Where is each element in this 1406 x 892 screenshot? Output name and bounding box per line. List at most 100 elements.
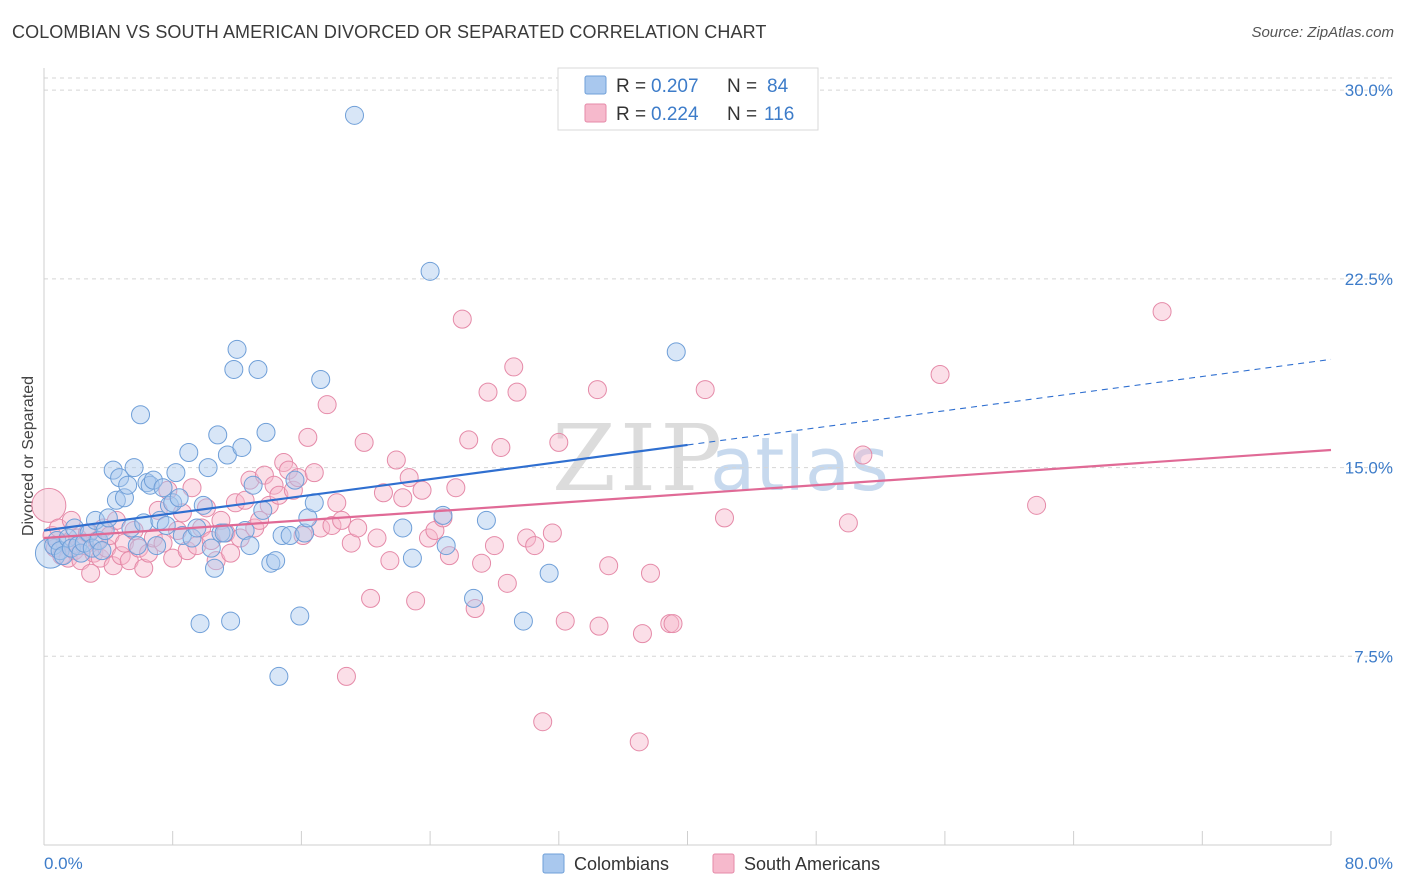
- south-americans-point: [472, 553, 492, 573]
- colombians-point: [193, 495, 213, 515]
- south-americans-point: [380, 551, 400, 571]
- colombians-point: [131, 405, 151, 425]
- colombians-point: [464, 588, 484, 608]
- colombians-point: [98, 508, 118, 528]
- south-americans-point: [599, 556, 619, 576]
- colombians-point: [143, 470, 163, 490]
- south-americans-point: [491, 437, 511, 457]
- legend-r-label-1: R =: [616, 76, 646, 97]
- south-americans-point: [507, 382, 527, 402]
- bottom-legend-swatch-colombians: [542, 853, 565, 874]
- south-americans-point: [354, 432, 374, 452]
- south-americans-point: [1027, 495, 1047, 515]
- south-americans-point: [497, 573, 517, 593]
- colombians-point: [280, 526, 300, 546]
- south-americans-point: [327, 493, 347, 513]
- y-tick-label-1: 15.0%: [1345, 459, 1393, 478]
- colombians-point: [198, 458, 218, 478]
- colombians-point: [92, 541, 112, 561]
- colombians-point: [269, 666, 289, 686]
- colombians-point: [118, 475, 138, 495]
- south-americans-point: [1152, 302, 1172, 322]
- colombians-point: [71, 543, 91, 563]
- x-tick-label-min: 0.0%: [44, 854, 83, 873]
- south-americans-point: [279, 460, 299, 480]
- south-americans-point: [177, 541, 197, 561]
- tick-labels: 7.5% 15.0% 22.5% 30.0% 0.0% 80.0%: [44, 81, 1393, 873]
- colombians-point: [208, 425, 228, 445]
- south-americans-trend-line: [43, 448, 1332, 540]
- colombians-point: [248, 359, 268, 379]
- south-americans-point: [695, 380, 715, 400]
- y-axis-label: Divorced or Separated: [20, 376, 37, 536]
- south-americans-point: [264, 475, 284, 495]
- south-americans-point: [361, 588, 381, 608]
- south-americans-point: [517, 528, 537, 548]
- south-americans-point: [317, 395, 337, 415]
- south-americans-point: [393, 488, 413, 508]
- south-americans-point: [587, 380, 607, 400]
- colombians-point: [476, 510, 496, 530]
- colombians-point: [190, 614, 210, 634]
- south-americans-point: [478, 382, 498, 402]
- colombians-point: [311, 370, 331, 390]
- legend-r-label-2: R =: [616, 104, 646, 125]
- colombians-point: [304, 493, 324, 513]
- colombians-point: [393, 518, 413, 538]
- south-americans-point: [367, 528, 387, 548]
- colombians-point: [266, 551, 286, 571]
- south-americans-point: [629, 732, 649, 752]
- bottom-legend-south-americans: South Americans: [744, 854, 880, 874]
- colombians-trend-line: [43, 443, 688, 532]
- colombians-point: [106, 490, 126, 510]
- south-americans-point: [139, 543, 159, 563]
- south-americans-point: [322, 515, 342, 535]
- colombians-point: [433, 505, 453, 525]
- south-americans-point: [304, 463, 324, 483]
- y-tick-label-0: 7.5%: [1354, 647, 1393, 666]
- bottom-legend-swatch-south-americans: [712, 853, 735, 874]
- south-americans-point: [386, 450, 406, 470]
- south-americans-point: [446, 478, 466, 498]
- south-americans-point: [68, 528, 88, 548]
- legend-n-label-1: N =: [727, 76, 757, 97]
- colombians-point: [513, 611, 533, 631]
- source-label: Source: ZipAtlas.com: [1251, 24, 1394, 41]
- legend-n-label-2: N =: [727, 104, 757, 125]
- colombians-point: [232, 437, 252, 457]
- south-americans-point: [182, 478, 202, 498]
- watermark: ZIP atlas: [552, 405, 889, 512]
- south-americans-point: [504, 357, 524, 377]
- south-americans-point: [853, 445, 873, 465]
- axes: [43, 68, 1332, 846]
- colombians-point: [295, 523, 315, 543]
- colombians-point: [436, 536, 456, 556]
- colombians-point: [89, 531, 109, 551]
- colombians-point: [261, 553, 281, 573]
- colombians-point: [114, 488, 134, 508]
- colombians-point: [224, 359, 244, 379]
- south-americans-point: [715, 508, 735, 528]
- south-americans-point: [348, 518, 368, 538]
- y-tick-label-2: 22.5%: [1345, 270, 1393, 289]
- south-americans-point: [542, 523, 562, 543]
- south-americans-point: [525, 536, 545, 556]
- colombians-point: [221, 611, 241, 631]
- colombians-point: [285, 470, 305, 490]
- colombians-point: [124, 458, 144, 478]
- chart-title: COLOMBIAN VS SOUTH AMERICAN DIVORCED OR …: [12, 22, 767, 42]
- colombians-point: [227, 339, 247, 359]
- colombians-point: [147, 536, 167, 556]
- south-americans-point: [134, 558, 154, 578]
- correlation-legend: R = 0.207 N = 84 R = 0.224 N = 116: [557, 67, 819, 131]
- colombians-point: [127, 536, 147, 556]
- south-americans-point: [838, 513, 858, 533]
- colombians-point: [214, 523, 234, 543]
- south-americans-point: [418, 528, 438, 548]
- colombians-point: [201, 538, 221, 558]
- south-americans-point: [484, 536, 504, 556]
- colombians-point: [253, 500, 273, 520]
- south-americans-point: [81, 563, 101, 583]
- colombians-point: [166, 463, 186, 483]
- south-americans-point: [589, 616, 609, 636]
